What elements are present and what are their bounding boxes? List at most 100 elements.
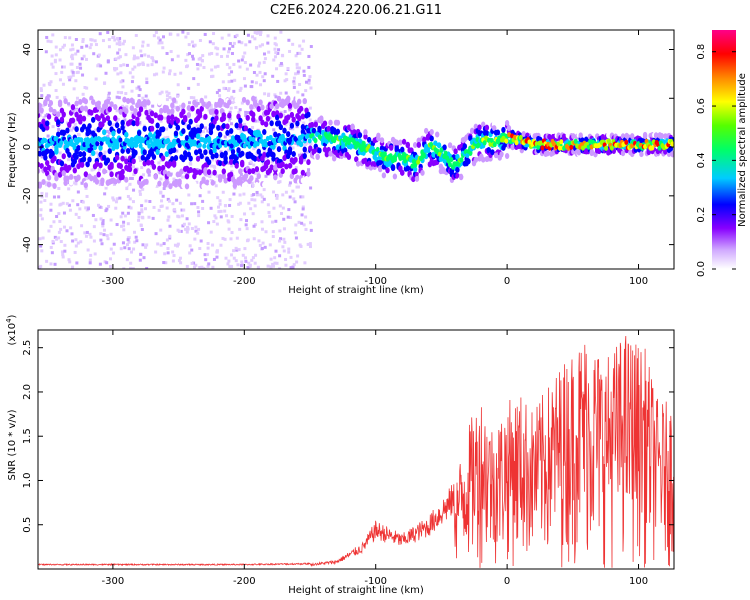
spectral-cell bbox=[228, 134, 232, 138]
spectral-cell bbox=[135, 116, 140, 123]
spectral-cell bbox=[140, 215, 144, 219]
spectral-cell bbox=[227, 161, 231, 165]
spectral-cell bbox=[38, 167, 41, 174]
spectral-cell bbox=[99, 238, 103, 242]
spectral-cell bbox=[46, 134, 50, 138]
spectral-cell bbox=[153, 112, 158, 119]
spectral-cell bbox=[283, 79, 287, 83]
spectral-cell bbox=[291, 146, 295, 150]
spectral-cell bbox=[124, 92, 128, 96]
spectral-cell bbox=[115, 109, 119, 113]
spectral-cell bbox=[146, 99, 151, 106]
spectral-cell bbox=[173, 208, 177, 212]
spectral-cell bbox=[504, 138, 509, 144]
spectral-cell bbox=[53, 262, 57, 266]
spectral-cell bbox=[75, 108, 79, 112]
spectral-cell bbox=[67, 102, 71, 106]
spectral-cell bbox=[253, 204, 257, 208]
spectral-cell bbox=[154, 232, 158, 236]
spectral-cell bbox=[61, 130, 66, 137]
spectral-cell bbox=[187, 86, 191, 90]
spectral-cell bbox=[266, 41, 270, 45]
spectral-cell bbox=[260, 195, 264, 199]
spectral-cell bbox=[81, 156, 87, 163]
spectral-cell bbox=[273, 174, 278, 181]
spectral-cell bbox=[93, 136, 98, 142]
spectral-cell bbox=[214, 96, 219, 103]
spectral-cell bbox=[296, 71, 300, 75]
spectral-cell bbox=[217, 131, 223, 138]
spectral-cell bbox=[219, 152, 225, 159]
spectral-cell bbox=[195, 62, 199, 66]
spectral-cell bbox=[282, 249, 286, 253]
spectral-cell bbox=[267, 50, 271, 54]
spectral-cell bbox=[98, 32, 102, 36]
spectral-cell bbox=[162, 242, 166, 246]
spectral-cell bbox=[233, 78, 237, 82]
spectral-cell bbox=[163, 252, 167, 256]
spectral-cell bbox=[147, 173, 151, 177]
spectral-cell bbox=[168, 95, 172, 99]
spectral-cell bbox=[127, 161, 133, 168]
spectral-cell bbox=[212, 257, 216, 261]
spectral-cell bbox=[70, 53, 74, 57]
spectral-cell bbox=[138, 189, 142, 193]
spectral-cell bbox=[43, 199, 47, 203]
spectral-cell bbox=[114, 57, 118, 61]
spectral-cell bbox=[176, 33, 180, 37]
spectral-cell bbox=[300, 213, 304, 217]
spectral-cell bbox=[60, 70, 64, 74]
spectral-cell bbox=[250, 35, 254, 39]
spectral-cell bbox=[155, 184, 159, 188]
spectral-cell bbox=[421, 153, 426, 159]
spectral-cell bbox=[68, 78, 72, 82]
spectral-cell bbox=[258, 70, 262, 74]
spectral-cell bbox=[186, 105, 192, 112]
spectral-cell bbox=[94, 218, 98, 222]
spectral-cell bbox=[284, 123, 288, 127]
spectral-cell bbox=[273, 164, 278, 171]
spectral-cell bbox=[241, 96, 247, 103]
spectral-cell bbox=[234, 122, 239, 129]
spectral-cell bbox=[76, 163, 81, 170]
spectral-cell bbox=[217, 88, 221, 92]
spectral-cell bbox=[302, 107, 306, 111]
spectral-cell bbox=[238, 117, 243, 124]
spectral-cell bbox=[147, 143, 152, 149]
spectral-cell bbox=[62, 65, 66, 69]
spectral-cell bbox=[73, 250, 77, 254]
spectral-cell bbox=[235, 33, 239, 37]
spectral-cell bbox=[203, 167, 208, 174]
spectral-cell bbox=[317, 125, 322, 132]
spectral-cell bbox=[289, 111, 295, 118]
spectral-cell bbox=[292, 86, 296, 90]
spectral-cell bbox=[66, 140, 71, 147]
spectral-cell bbox=[248, 140, 252, 144]
spectral-cell bbox=[283, 240, 287, 244]
spectral-cell bbox=[403, 158, 408, 164]
spectral-cell bbox=[232, 97, 236, 101]
spectral-cell bbox=[131, 267, 135, 269]
spectral-cell bbox=[271, 230, 275, 234]
spectral-cell bbox=[62, 143, 66, 147]
spectral-cell bbox=[176, 83, 180, 87]
spectral-cell bbox=[163, 136, 167, 140]
spectral-cell bbox=[144, 199, 148, 203]
spectral-cell bbox=[228, 198, 232, 202]
spectral-cell bbox=[293, 231, 297, 235]
spectral-cell bbox=[39, 244, 43, 248]
spectral-cell bbox=[51, 33, 55, 37]
spectral-cell bbox=[109, 171, 114, 178]
spectral-cell bbox=[313, 121, 318, 128]
spectral-cell bbox=[576, 149, 582, 156]
spectral-cell bbox=[227, 33, 231, 37]
spectral-cell bbox=[300, 47, 304, 51]
spectral-cell bbox=[255, 152, 259, 156]
spectral-cell bbox=[124, 131, 129, 138]
spectral-cell bbox=[304, 215, 308, 219]
spectral-cell bbox=[69, 226, 73, 230]
spectral-cell bbox=[239, 264, 243, 268]
spectral-cell bbox=[422, 136, 427, 143]
spectral-cell bbox=[171, 161, 177, 168]
spectral-cell bbox=[249, 129, 254, 136]
